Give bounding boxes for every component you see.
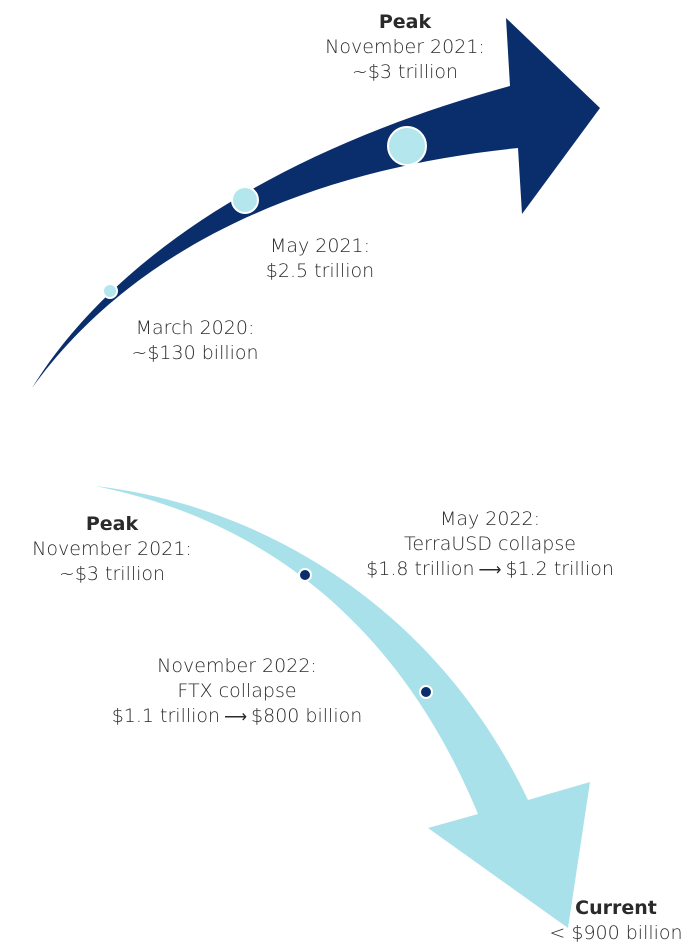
fall-peak-heading: Peak <box>85 513 139 535</box>
right-arrow-icon: ⟶ <box>478 560 502 579</box>
may-2022-change: $1.8 trillion ⟶ $1.2 trillion <box>330 557 650 582</box>
rise-marker-may-2021 <box>231 186 259 214</box>
rise-peak-heading: Peak <box>378 11 432 33</box>
nov-2022-date: November 2022: <box>157 655 317 677</box>
rise-peak-date: November 2021: <box>325 36 485 58</box>
may-2021-label: May 2021: $2.5 trillion <box>230 234 410 284</box>
may-2022-event: TerraUSD collapse <box>404 533 576 555</box>
current-value: < $900 billion <box>549 922 683 944</box>
fall-peak-date: November 2021: <box>32 538 192 560</box>
nov-2022-to: $800 billion <box>251 705 363 727</box>
may-2022-to: $1.2 trillion <box>505 558 614 580</box>
nov-2022-change: $1.1 trillion ⟶ $800 billion <box>72 704 402 729</box>
rise-arrow <box>32 18 600 388</box>
right-arrow-icon: ⟶ <box>224 707 248 726</box>
current-heading: Current <box>575 897 657 919</box>
march-2020-date: March 2020: <box>135 317 255 339</box>
may-2021-value: $2.5 trillion <box>265 260 375 282</box>
may-2022-label: May 2022: TerraUSD collapse $1.8 trillio… <box>330 507 650 582</box>
nov-2022-from: $1.1 trillion <box>111 705 221 727</box>
fall-marker-nov-2022 <box>419 685 433 699</box>
rise-marker-peak <box>387 126 427 166</box>
nov-2022-label: November 2022: FTX collapse $1.1 trillio… <box>72 654 402 729</box>
nov-2022-event: FTX collapse <box>177 680 297 702</box>
current-label: Current < $900 billion <box>540 896 692 946</box>
march-2020-value: ~$130 billion <box>131 342 259 364</box>
may-2022-from: $1.8 trillion <box>366 558 475 580</box>
march-2020-label: March 2020: ~$130 billion <box>100 316 290 366</box>
rise-marker-march-2020 <box>102 283 118 299</box>
fall-arrow <box>95 486 590 928</box>
fall-marker-may-2022 <box>298 568 312 582</box>
rise-peak-value: ~$3 trillion <box>351 61 459 83</box>
fall-peak-label: Peak November 2021: ~$3 trillion <box>10 512 214 587</box>
fall-peak-value: ~$3 trillion <box>58 563 166 585</box>
may-2021-date: May 2021: <box>269 235 371 257</box>
rise-peak-label: Peak November 2021: ~$3 trillion <box>300 10 510 85</box>
may-2022-date: May 2022: <box>439 508 541 530</box>
